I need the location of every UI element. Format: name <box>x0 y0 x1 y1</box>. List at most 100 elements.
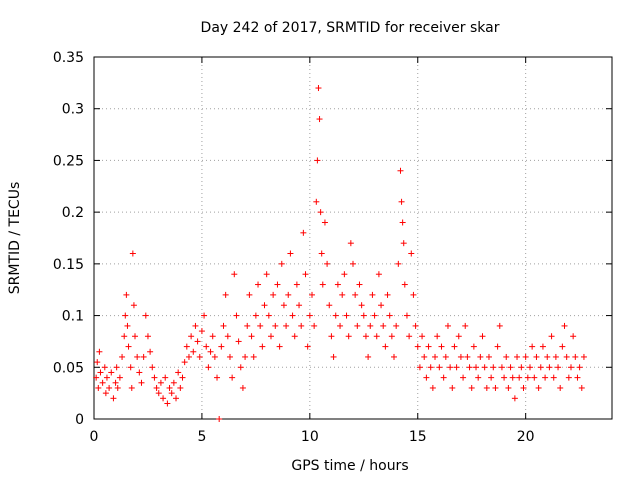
data-point <box>226 353 233 360</box>
data-point <box>345 333 352 340</box>
data-point <box>398 198 405 205</box>
data-point <box>244 322 251 329</box>
data-point <box>173 395 180 402</box>
data-point <box>365 353 372 360</box>
data-point <box>539 343 546 350</box>
data-point <box>475 374 482 381</box>
y-tick-label: 0.05 <box>53 360 84 376</box>
data-point <box>283 322 290 329</box>
data-points <box>93 85 587 422</box>
data-point <box>194 338 201 345</box>
data-point <box>483 384 490 391</box>
data-point <box>185 353 192 360</box>
data-point <box>216 416 223 422</box>
data-point <box>563 353 570 360</box>
data-point <box>229 374 236 381</box>
data-point <box>101 364 108 371</box>
data-point <box>124 322 131 329</box>
data-point <box>179 374 186 381</box>
data-point <box>313 198 320 205</box>
data-point <box>198 328 205 335</box>
data-point <box>324 260 331 267</box>
data-point <box>375 271 382 278</box>
data-point <box>239 384 246 391</box>
data-point <box>524 374 531 381</box>
data-point <box>347 240 354 247</box>
x-tick-label: 10 <box>301 429 319 445</box>
data-point <box>257 322 264 329</box>
data-point <box>205 364 212 371</box>
data-point <box>108 369 115 376</box>
data-point <box>166 384 173 391</box>
data-point <box>384 291 391 298</box>
data-point <box>423 374 430 381</box>
data-point <box>218 343 225 350</box>
data-point <box>570 333 577 340</box>
data-point <box>479 333 486 340</box>
data-point <box>567 364 574 371</box>
data-point <box>274 281 281 288</box>
data-point <box>129 250 136 257</box>
data-point <box>190 348 197 355</box>
y-axis-label: SRMTID / TECUs <box>7 182 23 295</box>
data-point <box>106 384 113 391</box>
data-point <box>246 291 253 298</box>
data-point <box>542 374 549 381</box>
data-point <box>192 322 199 329</box>
chart-title: Day 242 of 2017, SRMTID for receiver ska… <box>201 20 500 36</box>
data-point <box>522 353 529 360</box>
data-point <box>237 364 244 371</box>
data-point <box>267 333 274 340</box>
data-point <box>397 167 404 174</box>
data-point <box>334 281 341 288</box>
data-point <box>93 374 100 381</box>
data-point <box>222 291 229 298</box>
data-point <box>328 333 335 340</box>
y-tick-label: 0.3 <box>62 102 84 118</box>
data-point <box>136 369 143 376</box>
y-tick-label: 0 <box>75 412 84 428</box>
data-point <box>555 364 562 371</box>
data-point <box>276 343 283 350</box>
data-point <box>280 302 287 309</box>
x-tick-label: 5 <box>197 429 206 445</box>
data-point <box>507 364 514 371</box>
data-point <box>516 374 523 381</box>
data-point <box>498 364 505 371</box>
data-point <box>96 348 103 355</box>
data-point <box>181 359 188 366</box>
data-point <box>110 395 117 402</box>
y-tick-label: 0.1 <box>62 309 84 325</box>
data-point <box>550 374 557 381</box>
data-point <box>170 379 177 386</box>
data-point <box>103 374 110 381</box>
data-point <box>406 333 413 340</box>
data-point <box>425 343 432 350</box>
data-point <box>371 312 378 319</box>
grid-lines <box>94 57 612 419</box>
data-point <box>235 338 242 345</box>
data-point <box>94 359 101 366</box>
data-point <box>470 343 477 350</box>
data-point <box>436 364 443 371</box>
data-point <box>350 260 356 267</box>
data-point <box>537 364 544 371</box>
data-point <box>367 322 374 329</box>
data-point <box>421 353 428 360</box>
data-point <box>311 322 318 329</box>
data-point <box>125 343 132 350</box>
data-point <box>576 364 583 371</box>
data-point <box>319 281 326 288</box>
data-point <box>113 364 120 371</box>
data-point <box>514 353 521 360</box>
data-point <box>400 240 407 247</box>
data-point <box>399 219 406 226</box>
data-point <box>460 374 467 381</box>
data-point <box>453 364 460 371</box>
data-point <box>177 384 184 391</box>
data-point <box>211 353 218 360</box>
data-point <box>414 343 421 350</box>
data-point <box>427 364 434 371</box>
data-point <box>164 400 171 407</box>
data-point <box>552 353 559 360</box>
